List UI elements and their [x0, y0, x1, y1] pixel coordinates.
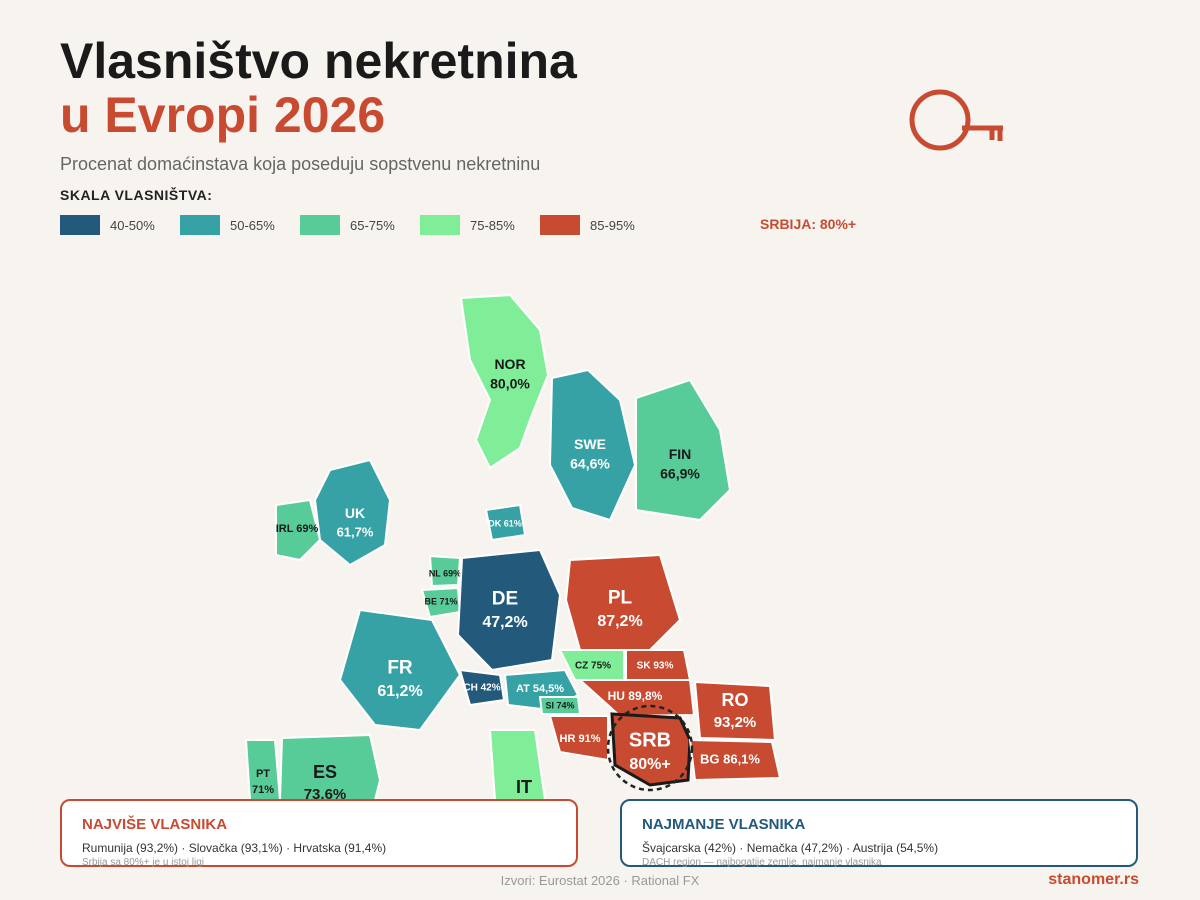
- country-shape: [548, 715, 609, 762]
- country-name: UK: [345, 505, 365, 521]
- country-name: PT: [256, 768, 270, 780]
- country-shape: [275, 498, 322, 562]
- legend-label: 50-65%: [230, 217, 275, 233]
- legend-item: 75-85%: [420, 215, 515, 235]
- serbia-highlight: [606, 704, 694, 792]
- country-value: 80%+: [629, 756, 670, 773]
- legend-label: 65-75%: [350, 217, 395, 233]
- country-value: 61,2%: [377, 683, 422, 700]
- panel-text: Švajcarska (42%) · Nemačka (47,2%) · Aus…: [642, 841, 939, 855]
- country-name: ES: [313, 762, 337, 782]
- serbia-note: SRBIJA: 80%+: [760, 216, 857, 232]
- legend-title: SKALA VLASNIŠTVA:: [60, 187, 213, 203]
- legend-swatch: [300, 215, 340, 235]
- panel-text: Rumunija (93,2%) · Slovačka (93,1%) · Hr…: [82, 841, 387, 855]
- country-label: BE 71%: [424, 596, 457, 606]
- country-value: 71%: [252, 784, 274, 796]
- country-name: DE: [492, 589, 518, 610]
- legend-swatch: [180, 215, 220, 235]
- country-name: FIN: [669, 446, 692, 462]
- legend-item: 85-95%: [540, 215, 635, 235]
- title-line2: u Evropi 2026: [60, 87, 386, 143]
- legend-item: 65-75%: [300, 215, 395, 235]
- panel-note: Srbija sa 80%+ je u istoj ligi: [82, 857, 205, 868]
- country-shape: [688, 738, 782, 782]
- country-name: RO: [722, 690, 749, 710]
- country-shape: [635, 378, 732, 522]
- country-label: NL 69%: [429, 568, 461, 578]
- country-shape: [548, 368, 637, 522]
- panel-title: NAJMANJE VLASNIKA: [642, 816, 806, 833]
- country-shape: [538, 696, 582, 715]
- legend-item: 50-65%: [180, 215, 275, 235]
- legend-swatch: [420, 215, 460, 235]
- country-value: 47,2%: [482, 614, 527, 631]
- country-name: IT: [516, 777, 532, 797]
- brand: stanomer.rs: [1048, 871, 1139, 888]
- legend-label: 40-50%: [110, 217, 155, 233]
- country-name: SRB: [629, 729, 671, 751]
- country-shape: [456, 548, 562, 672]
- country-name: NOR: [494, 356, 525, 372]
- country-shape: [693, 680, 777, 742]
- country-label: IRL 69%: [276, 523, 319, 535]
- country-value: 66,9%: [660, 465, 700, 481]
- country-value: 80,0%: [490, 375, 530, 391]
- country-value: 73,6%: [304, 786, 347, 803]
- country-label: CZ 75%: [575, 661, 611, 672]
- country-name: FR: [387, 658, 413, 679]
- country-value: 87,2%: [597, 613, 642, 630]
- country-shape: [610, 712, 692, 787]
- country-label: HU 89,8%: [608, 689, 663, 703]
- subtitle: Procenat domaćinstava koja poseduju sops…: [60, 154, 541, 174]
- country-value: 64,6%: [570, 455, 610, 471]
- country-label: CH 42%: [463, 683, 500, 694]
- panel-title: NAJVIŠE VLASNIKA: [82, 816, 228, 833]
- legend-swatch: [540, 215, 580, 235]
- title-line1: Vlasništvo nekretnina: [60, 33, 577, 89]
- legend-label: 85-95%: [590, 217, 635, 233]
- panel-most: NAJVIŠE VLASNIKA Rumunija (93,2%) · Slov…: [60, 799, 578, 868]
- country-shape: [577, 679, 696, 718]
- panel-note: DACH region — najbogatije zemlje, najman…: [642, 857, 882, 868]
- country-shape: [484, 503, 527, 542]
- country-shape: [338, 608, 462, 732]
- key-icon: [909, 89, 1003, 151]
- country-value: 93,2%: [714, 714, 757, 731]
- country-shape: [458, 668, 506, 707]
- legend-swatch: [60, 215, 100, 235]
- country-shape: [313, 458, 392, 567]
- country-shape: [428, 554, 462, 588]
- country-name: PL: [608, 588, 633, 609]
- country-label: AT 54,5%: [516, 683, 564, 695]
- country-label: SK 93%: [637, 661, 674, 672]
- country-value: 61,7%: [337, 525, 374, 540]
- country-label: HR 91%: [560, 733, 601, 745]
- country-shape: [459, 293, 550, 470]
- panel-least: NAJMANJE VLASNIKA Švajcarska (42%) · Nem…: [620, 799, 1138, 868]
- legend-label: 75-85%: [470, 217, 515, 233]
- legend-item: 40-50%: [60, 215, 155, 235]
- country-label: BG 86,1%: [700, 751, 760, 766]
- country-shape: [278, 733, 382, 801]
- source: Izvori: Eurostat 2026 · Rational FX: [500, 873, 700, 888]
- country-label: SI 74%: [545, 700, 574, 710]
- country-name: SWE: [574, 436, 606, 452]
- country-label: DK 61%: [488, 518, 522, 528]
